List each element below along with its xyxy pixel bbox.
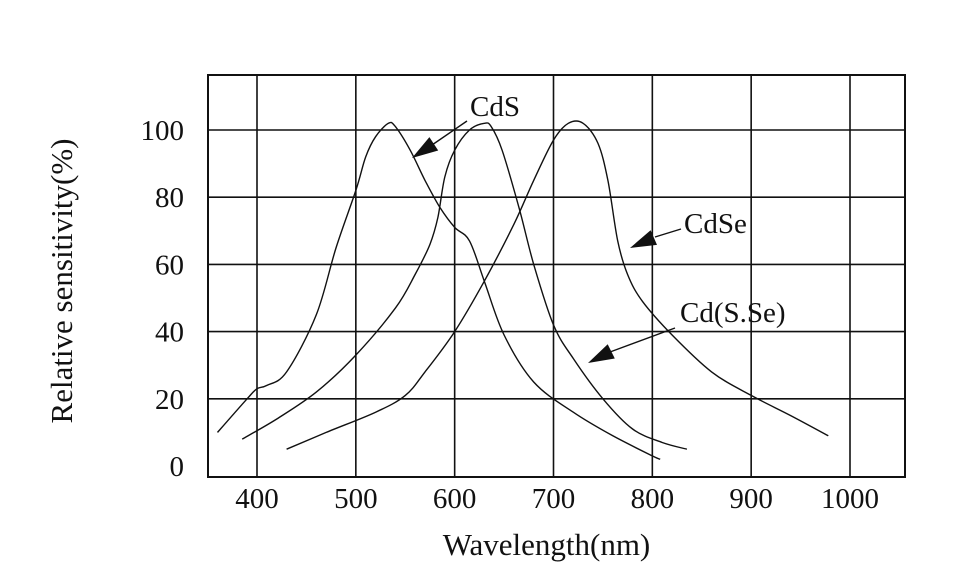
annotation-label-cds: CdS — [470, 91, 520, 123]
curve-cdse — [286, 120, 829, 450]
curves — [216, 120, 829, 460]
annotation-label-cd-s-se: Cd(S.Se) — [680, 297, 786, 329]
x-tick-label: 400 — [235, 483, 279, 515]
y-tick-label: 40 — [155, 317, 184, 349]
y-tick-label: 100 — [141, 115, 185, 147]
x-tick-label: 800 — [631, 483, 675, 515]
arrow-icon — [588, 344, 615, 363]
arrow-icon — [412, 137, 439, 158]
plot-frame — [207, 74, 906, 478]
x-axis-title: Wavelength(nm) — [443, 527, 651, 562]
y-tick-label: 20 — [155, 384, 184, 416]
x-tick-label: 600 — [433, 483, 477, 515]
y-axis-title: Relative sensitivity(%) — [44, 139, 79, 424]
curve-cd-s-se — [241, 122, 688, 450]
annotation-leader-cds — [431, 120, 468, 146]
y-tick-label: 80 — [155, 182, 184, 214]
annotation-leader-cdse — [654, 228, 682, 238]
tick-labels: 400 500 600 700 800 900 1000 0 20 40 60 80 100 — [141, 115, 880, 515]
annotation-label-cdse: CdSe — [684, 208, 747, 240]
annotation-leader-cd-s-se — [609, 327, 676, 353]
y-tick-label: 60 — [155, 249, 184, 281]
x-tick-label: 700 — [532, 483, 576, 515]
x-tick-label: 1000 — [821, 483, 879, 515]
x-tick-label: 500 — [334, 483, 378, 515]
annotations: CdS CdSe Cd(S.Se) — [412, 91, 786, 363]
y-tick-label: 0 — [170, 451, 185, 483]
x-tick-label: 900 — [729, 483, 773, 515]
arrow-icon — [630, 230, 657, 248]
curve-cds — [216, 121, 661, 460]
